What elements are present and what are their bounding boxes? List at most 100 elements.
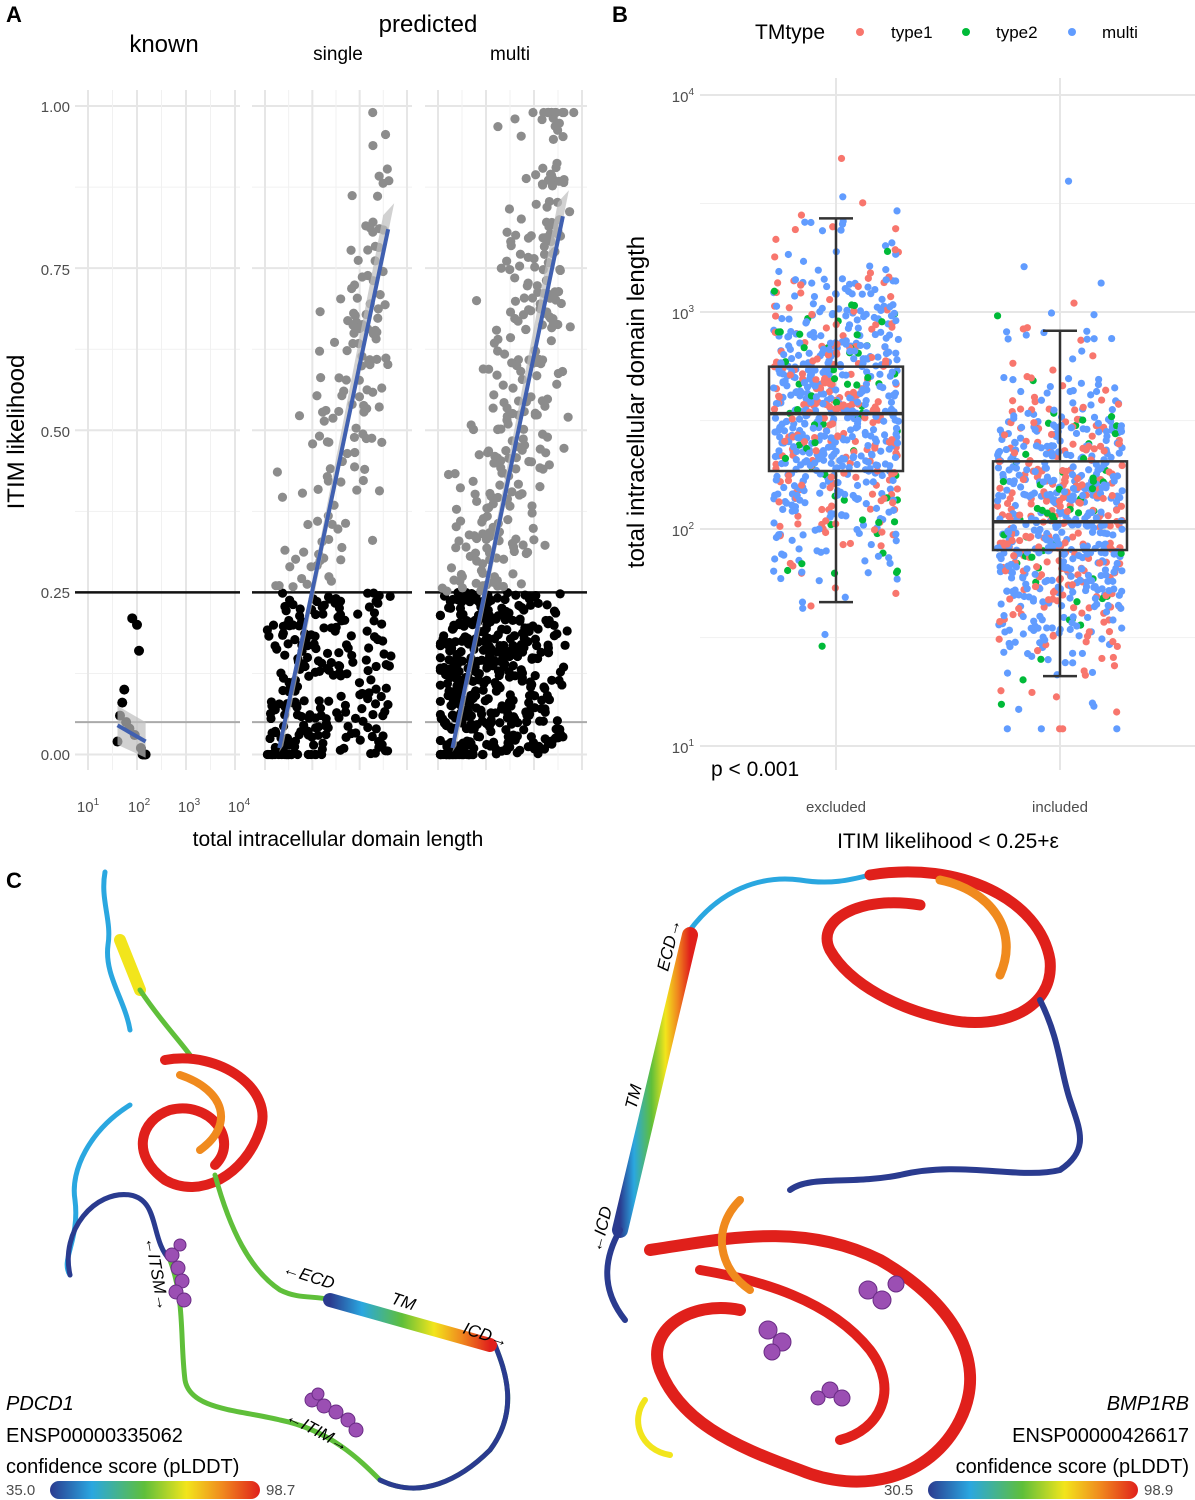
point-excluded xyxy=(856,307,865,315)
point-excluded xyxy=(863,368,871,376)
point-excluded xyxy=(892,537,900,545)
point-excluded xyxy=(829,366,838,374)
point-included xyxy=(1022,450,1030,458)
point-multi xyxy=(481,718,492,729)
point-excluded xyxy=(830,375,839,383)
point-single xyxy=(367,535,378,545)
point-single xyxy=(278,628,288,638)
point-single xyxy=(336,691,346,701)
point-excluded xyxy=(812,393,820,401)
point-included xyxy=(1087,401,1095,409)
point-excluded xyxy=(886,485,895,493)
point-included xyxy=(1069,649,1077,657)
pdcd1-stalk xyxy=(212,1172,333,1303)
point-excluded xyxy=(795,545,803,553)
point-excluded xyxy=(819,369,827,377)
point-excluded xyxy=(826,339,835,347)
point-included xyxy=(1090,445,1098,453)
point-included xyxy=(1105,628,1114,636)
point-multi xyxy=(497,624,507,634)
point-multi xyxy=(527,508,537,518)
left-color-scale xyxy=(50,1481,260,1499)
point-multi xyxy=(495,718,505,728)
point-excluded xyxy=(792,456,800,464)
point-single xyxy=(319,416,329,426)
point-included xyxy=(1011,438,1019,446)
point-multi xyxy=(497,746,507,756)
point-included xyxy=(1084,571,1093,579)
point-single xyxy=(308,439,318,449)
point-excluded xyxy=(780,427,789,435)
point-included xyxy=(1005,528,1013,537)
point-included xyxy=(1087,391,1095,399)
point-included xyxy=(1074,509,1083,517)
point-single xyxy=(353,255,363,265)
point-excluded xyxy=(874,398,882,406)
point-excluded xyxy=(792,388,801,396)
point-multi xyxy=(490,451,500,461)
point-included xyxy=(1078,649,1087,658)
point-multi xyxy=(527,501,537,511)
point-single xyxy=(357,704,367,714)
point-excluded xyxy=(870,526,879,534)
point-multi xyxy=(524,626,534,637)
point-included xyxy=(1017,483,1025,491)
point-included xyxy=(1111,384,1119,392)
point-single xyxy=(281,749,292,760)
point-multi xyxy=(538,163,548,173)
panel-a-trend-lines xyxy=(116,190,569,758)
point-included xyxy=(1108,334,1116,343)
point-included xyxy=(1100,447,1108,455)
point-multi xyxy=(476,566,487,576)
point-multi xyxy=(461,542,471,552)
legend-title: TMtype xyxy=(755,21,825,44)
point-excluded xyxy=(862,500,870,508)
point-included xyxy=(1078,481,1086,489)
point-excluded xyxy=(841,490,849,498)
point-single xyxy=(350,447,360,458)
point-multi xyxy=(521,173,531,184)
point-single xyxy=(267,749,278,760)
point-multi xyxy=(526,689,536,700)
point-multi xyxy=(492,593,503,603)
point-included xyxy=(1039,598,1047,606)
point-excluded xyxy=(839,193,847,201)
point-single xyxy=(343,643,353,653)
point-single xyxy=(324,696,334,706)
point-excluded xyxy=(812,447,820,455)
point-multi xyxy=(515,261,525,271)
point-excluded xyxy=(894,417,903,425)
point-excluded xyxy=(868,490,877,498)
point-single xyxy=(307,732,317,742)
panel-a-x-ticks: 101 102 103 104 xyxy=(77,797,251,816)
point-included xyxy=(1003,540,1011,548)
point-single xyxy=(277,492,288,502)
point-included xyxy=(1098,635,1106,643)
point-excluded xyxy=(873,461,882,470)
point-single xyxy=(366,675,376,685)
point-excluded xyxy=(824,351,833,359)
point-multi xyxy=(482,675,492,685)
point-single xyxy=(383,700,393,710)
point-single xyxy=(316,373,326,383)
point-excluded xyxy=(886,372,895,380)
point-included xyxy=(1067,424,1075,432)
point-excluded xyxy=(892,530,900,538)
point-single xyxy=(347,650,357,661)
point-excluded xyxy=(776,522,784,530)
point-multi xyxy=(507,358,517,368)
point-multi xyxy=(498,380,508,390)
point-excluded xyxy=(779,379,787,387)
point-single xyxy=(381,683,391,693)
point-excluded xyxy=(894,335,902,344)
point-excluded xyxy=(848,400,856,409)
point-multi xyxy=(442,678,453,689)
point-excluded xyxy=(795,415,804,423)
point-multi xyxy=(530,262,540,272)
point-included xyxy=(1077,336,1085,344)
point-single xyxy=(272,644,282,654)
point-included xyxy=(1000,431,1009,439)
pdcd1-loop-blue xyxy=(65,1192,173,1278)
point-included xyxy=(1117,549,1125,558)
point-excluded xyxy=(890,309,898,317)
